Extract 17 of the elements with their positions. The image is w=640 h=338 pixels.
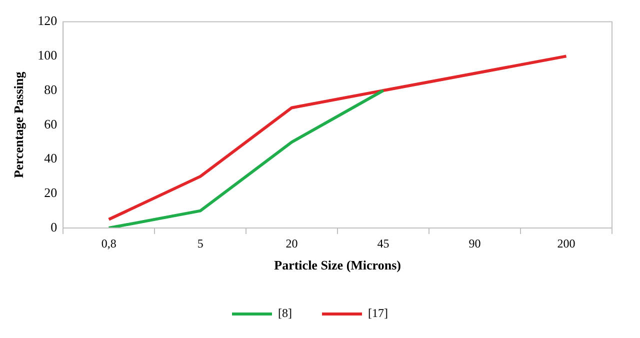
y-axis-title: Percentage Passing [11,71,26,178]
legend-label: [17] [368,306,388,320]
x-tick-label: 200 [557,236,576,250]
x-tick-label: 45 [377,236,390,250]
y-tick-label: 100 [38,48,58,63]
y-tick-label: 120 [38,13,58,28]
x-tick-label: 90 [468,236,481,250]
x-axis-title: Particle Size (Microns) [274,258,401,273]
x-tick-label: 0,8 [101,236,116,250]
y-tick-label: 80 [44,82,58,97]
y-tick-label: 20 [44,185,58,200]
y-tick-label: 40 [44,150,58,166]
x-tick-label: 5 [197,236,204,250]
x-tick-label: 20 [286,236,298,250]
y-tick-label: 0 [50,219,58,234]
legend-label: [8] [278,306,292,320]
y-tick-label: 60 [44,116,58,132]
